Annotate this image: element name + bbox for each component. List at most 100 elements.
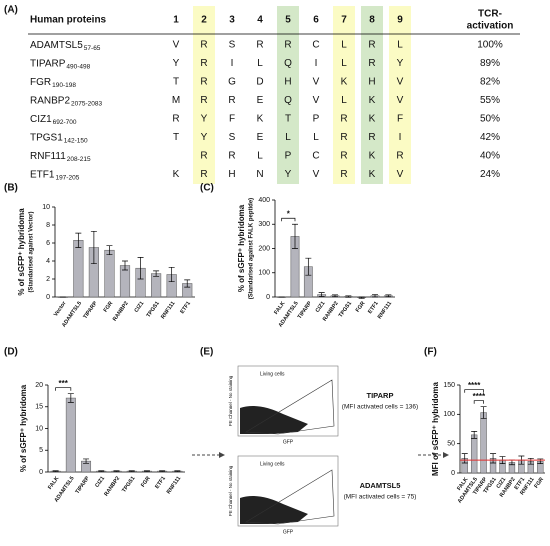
residue: N (256, 169, 263, 180)
significance-bracket (55, 387, 72, 391)
residue: V (313, 169, 320, 180)
residue: R (200, 77, 207, 88)
residue: Y (397, 58, 404, 69)
column-highlight (193, 6, 215, 184)
error-bar (153, 270, 160, 277)
error-bar (471, 430, 478, 439)
residue: H (284, 77, 291, 88)
residue: F (229, 114, 235, 125)
protein: TPGS1 (30, 132, 63, 143)
residue: T (285, 114, 291, 125)
significance-bracket (473, 400, 484, 404)
error-bar (480, 406, 487, 419)
residue-range: 208-215 (67, 156, 91, 163)
y-tick-label: 0 (39, 469, 43, 476)
residue: C (312, 151, 319, 162)
panel-label: (E) (200, 347, 213, 358)
residue: R (172, 114, 179, 125)
y-tick-label: 300 (258, 221, 270, 228)
residue: T (173, 132, 179, 143)
residue: R (396, 151, 403, 162)
error-bar (372, 294, 378, 298)
residue: Y (201, 114, 208, 125)
residue-range: 57-65 (84, 45, 101, 52)
x-tick-label: RANBP2 (112, 301, 130, 323)
column-highlight (333, 6, 355, 184)
bar (151, 273, 162, 298)
residue: K (257, 114, 264, 125)
residue: R (200, 95, 207, 106)
bar (73, 240, 84, 298)
x-tick-label: TPGS1 (121, 476, 136, 494)
significance-label: *** (59, 379, 69, 388)
residue: R (256, 40, 263, 51)
activation: 24% (480, 169, 500, 180)
residue: L (341, 95, 347, 106)
residue: R (200, 40, 207, 51)
protein-name: CIZ1692-700 (30, 114, 77, 126)
y-tick-label: 10 (42, 204, 50, 211)
y-axis-label: % of sGFP⁺ hybridoma (237, 204, 246, 292)
activation: 82% (480, 77, 500, 88)
error-bar (184, 279, 191, 288)
error-bar (461, 453, 468, 464)
x-tick-label: RANBP2 (103, 476, 121, 498)
error-bar (490, 453, 497, 464)
y-tick-label: 0 (46, 294, 50, 301)
panel-label: (F) (424, 347, 437, 358)
residue: I (399, 132, 402, 143)
x-tick-label: FALK (47, 476, 60, 491)
y-axis-label: % of sGFP⁺ hybridoma (19, 384, 28, 472)
error-bar (90, 230, 97, 265)
protein-name: RNF111208-215 (30, 151, 91, 163)
residue: R (340, 132, 347, 143)
x-tick-label: RNF111 (377, 301, 393, 321)
residue: I (315, 58, 318, 69)
residue: R (368, 40, 375, 51)
significance-label: **** (473, 392, 486, 401)
residue: S (229, 40, 236, 51)
flow-y-label: PE Channel - No staining (228, 465, 233, 516)
y-axis-label: % of sGFP⁺ hybridoma (17, 208, 26, 296)
residue: E (257, 95, 264, 106)
residue: Y (201, 132, 208, 143)
error-bar (98, 470, 105, 472)
gate (245, 469, 335, 525)
residue-range: 490-498 (66, 63, 90, 70)
activation: 40% (480, 151, 500, 162)
residue: T (173, 77, 179, 88)
residue-range: 190-198 (52, 82, 76, 89)
residue: R (368, 132, 375, 143)
error-bar (143, 470, 150, 472)
protein: RANBP2 (30, 95, 70, 106)
panel-label: (B) (4, 183, 18, 194)
error-bar (83, 458, 90, 464)
mfi-label: (MFI activated cells = 75) (344, 494, 417, 501)
activation: 89% (480, 58, 500, 69)
header-activation: TCR- (478, 9, 502, 20)
error-bar (332, 294, 338, 298)
residue: K (369, 95, 376, 106)
header-position: 3 (229, 15, 235, 26)
header-position: 9 (397, 15, 403, 26)
y-tick-label: 50 (447, 441, 455, 448)
residue: L (341, 40, 347, 51)
residue: L (397, 40, 403, 51)
residue: F (397, 114, 403, 125)
x-tick-label: TIPARP (75, 475, 91, 495)
flow-events (240, 406, 308, 434)
y-tick-label: 10 (35, 425, 43, 432)
residue: V (397, 77, 404, 88)
residue: L (341, 58, 347, 69)
header-position: 7 (341, 15, 347, 26)
residue: R (340, 169, 347, 180)
residue: P (285, 151, 292, 162)
residue: R (284, 40, 291, 51)
residue: R (368, 58, 375, 69)
y-tick-label: 100 (258, 270, 270, 277)
header-position: 4 (257, 15, 263, 26)
protein-name: TIPARP490-498 (30, 58, 91, 70)
header-position: 6 (313, 15, 319, 26)
residue: V (397, 95, 404, 106)
protein-name: TPGS1142-150 (30, 132, 88, 144)
